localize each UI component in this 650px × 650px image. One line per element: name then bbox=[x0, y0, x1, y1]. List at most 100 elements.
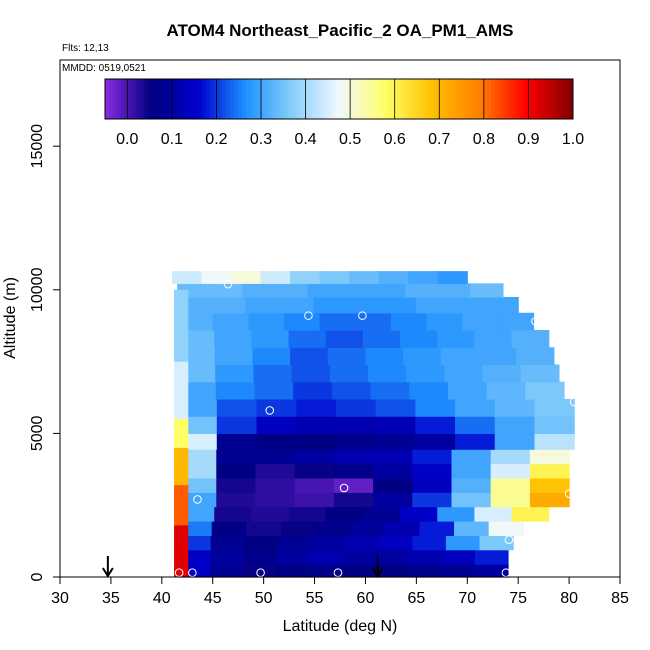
heatmap-cell bbox=[290, 347, 329, 366]
heatmap-cell bbox=[488, 520, 524, 536]
heatmap-cell bbox=[211, 520, 247, 536]
arrow-head bbox=[371, 567, 384, 578]
colorbar-swatch bbox=[241, 79, 246, 119]
colorbar-swatch bbox=[225, 79, 231, 119]
colorbar-swatch bbox=[346, 79, 352, 119]
colorbar-swatch bbox=[292, 79, 297, 119]
heatmap-cell bbox=[216, 398, 258, 417]
heatmap-cell bbox=[294, 449, 335, 465]
colorbar-swatch bbox=[136, 79, 141, 119]
colorbar-swatch bbox=[397, 79, 402, 119]
heatmap-cell bbox=[400, 506, 438, 522]
heatmap-cell bbox=[210, 549, 244, 565]
flights-note: Flts: 12,13 bbox=[62, 43, 109, 54]
colorbar-swatch bbox=[569, 79, 574, 119]
sample-point bbox=[501, 568, 511, 577]
colorbar-swatch bbox=[140, 79, 145, 119]
colorbar-swatch bbox=[350, 79, 356, 119]
heatmap-cell bbox=[412, 449, 453, 465]
x-tick-label: 75 bbox=[509, 590, 527, 607]
heatmap-cell bbox=[362, 329, 401, 348]
colorbar-swatch bbox=[491, 79, 496, 119]
heatmap-cell bbox=[419, 520, 455, 536]
heatmap-cell bbox=[284, 312, 321, 331]
heatmap-cell bbox=[437, 283, 471, 298]
arrow-head bbox=[102, 567, 114, 578]
sample-point bbox=[333, 568, 343, 577]
colorbar-swatch bbox=[487, 79, 492, 119]
heatmap-cell bbox=[212, 312, 249, 331]
colorbar-swatch bbox=[303, 79, 309, 119]
heatmap-cell bbox=[251, 506, 290, 522]
heatmap-cell bbox=[294, 492, 335, 508]
heatmap-cell bbox=[216, 433, 258, 450]
colorbar-swatch bbox=[163, 79, 168, 119]
heatmap-cell bbox=[342, 549, 377, 565]
colorbar-swatch bbox=[467, 79, 473, 119]
x-tick-label: 30 bbox=[51, 590, 69, 607]
colorbar-swatch bbox=[370, 79, 375, 119]
heatmap-cell bbox=[256, 398, 297, 417]
colorbar-swatch bbox=[498, 79, 504, 119]
heatmap-cell bbox=[474, 564, 509, 578]
colorbar-swatch bbox=[537, 79, 543, 119]
heatmap-cell bbox=[293, 381, 333, 400]
colorbar-swatch bbox=[202, 79, 207, 119]
x-tick-label: 50 bbox=[255, 590, 273, 607]
heatmap-cell bbox=[441, 564, 476, 578]
colorbar-swatch bbox=[210, 79, 215, 119]
heatmap-cell bbox=[412, 477, 453, 493]
x-axis: 30 35 40 45 50 55 60 65 70 75 80 85 bbox=[51, 577, 629, 607]
y-axis-label: Altitude (m) bbox=[2, 277, 19, 359]
sample-point bbox=[174, 568, 184, 577]
x-axis-label: Latitude (deg N) bbox=[283, 618, 398, 635]
y-tick-label: 5000 bbox=[29, 415, 46, 451]
heatmap-cell bbox=[255, 492, 296, 508]
edge-strip-cell bbox=[174, 525, 189, 577]
colorbar-swatch bbox=[448, 79, 453, 119]
colorbar-swatch bbox=[428, 79, 434, 119]
colorbar-swatch bbox=[506, 79, 512, 119]
heatmap-layer bbox=[172, 271, 575, 578]
heatmap-cell bbox=[378, 535, 413, 551]
colorbar-swatch bbox=[471, 79, 476, 119]
heatmap-cell bbox=[437, 329, 475, 348]
heatmap-cell bbox=[243, 549, 277, 565]
heatmap-cell bbox=[412, 463, 453, 479]
arrows-layer bbox=[102, 556, 384, 578]
heatmap-cell bbox=[214, 506, 253, 522]
heatmap-cell bbox=[405, 283, 439, 298]
heatmap-cell bbox=[415, 416, 456, 434]
heatmap-cell bbox=[209, 283, 243, 298]
heatmap-cell bbox=[349, 271, 380, 284]
heatmap-cell bbox=[373, 463, 413, 479]
heatmap-cell bbox=[172, 271, 203, 284]
heatmap-cell bbox=[525, 381, 565, 400]
colorbar-swatch bbox=[155, 79, 161, 119]
heatmap-cell bbox=[451, 477, 492, 493]
edge-strip-cell bbox=[174, 289, 189, 362]
colorbar-swatch bbox=[409, 79, 414, 119]
heatmap-cell bbox=[375, 398, 416, 417]
x-tick-label: 35 bbox=[102, 590, 120, 607]
heatmap-cell bbox=[409, 381, 449, 400]
sample-point bbox=[569, 397, 579, 407]
colorbar-swatch bbox=[311, 79, 317, 119]
heatmap-cell bbox=[347, 296, 383, 314]
colorbar-swatch bbox=[541, 79, 547, 119]
edge-strip-cell bbox=[174, 485, 189, 526]
x-tick-label: 45 bbox=[204, 590, 222, 607]
colorbar-tick-label: 0.3 bbox=[250, 131, 272, 148]
heatmap-cell bbox=[451, 492, 492, 508]
heatmap-cell bbox=[288, 506, 327, 522]
colorbar-swatch bbox=[463, 79, 469, 119]
heatmap-cell bbox=[381, 296, 417, 314]
colorbar-swatch bbox=[385, 79, 391, 119]
heatmap-cell bbox=[325, 506, 364, 522]
colorbar-swatch bbox=[479, 79, 484, 119]
colorbar-tick-label: 0.2 bbox=[205, 131, 227, 148]
colorbar-swatch bbox=[186, 79, 192, 119]
heatmap-cell bbox=[355, 312, 392, 331]
colorbar-swatch bbox=[413, 79, 418, 119]
heatmap-cell bbox=[333, 449, 374, 465]
